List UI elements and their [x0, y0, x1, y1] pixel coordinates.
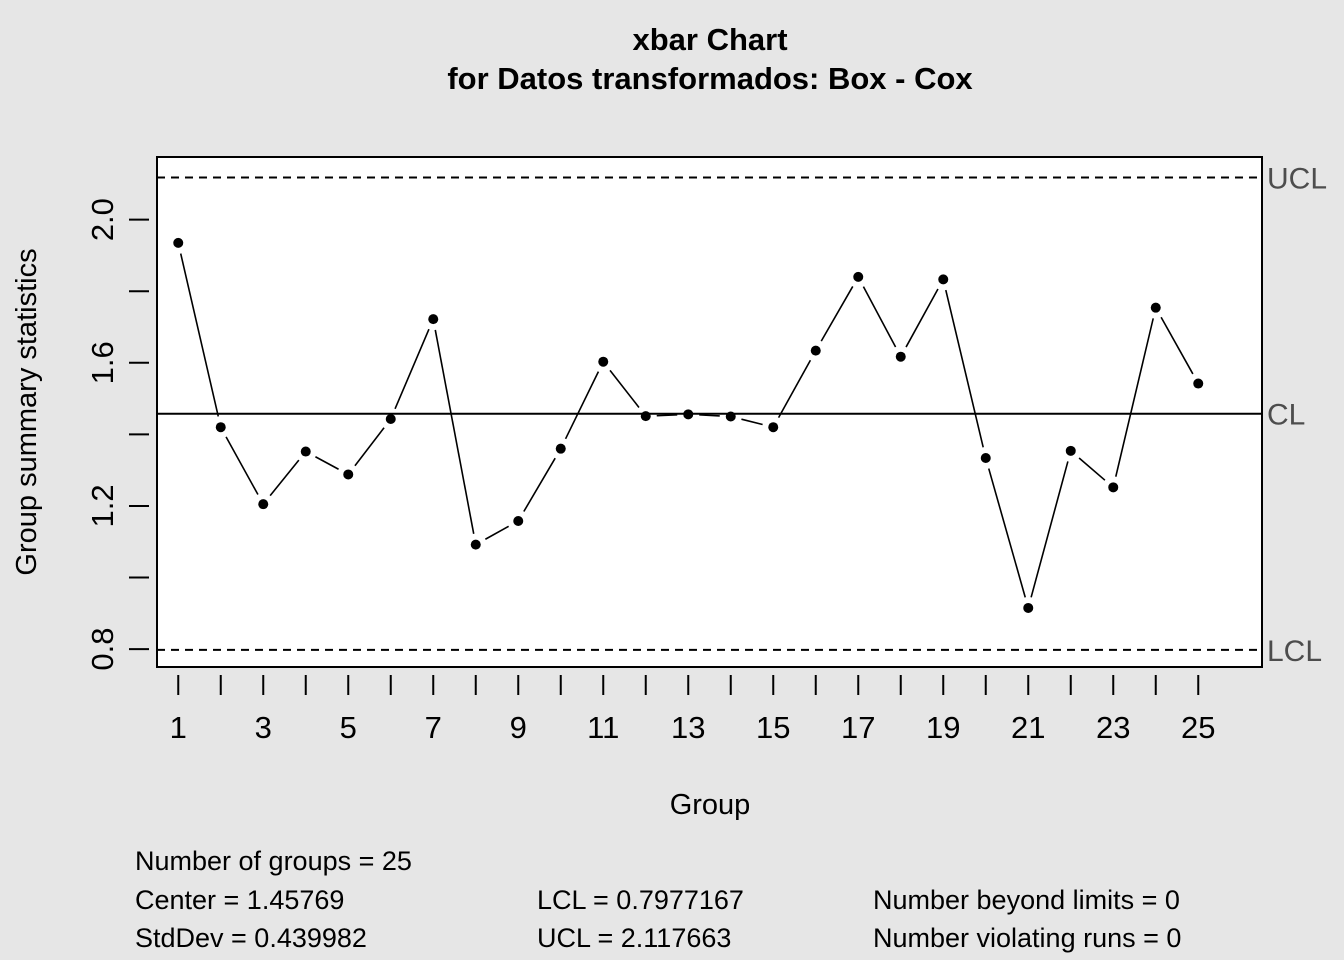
x-tick-label: 23 — [1096, 710, 1130, 745]
data-point — [173, 237, 184, 248]
lcl-label: LCL — [1267, 635, 1322, 668]
y-tick-label: 1.2 — [85, 484, 120, 527]
series-segment — [315, 456, 339, 470]
data-point — [980, 452, 991, 463]
stat-stddev: StdDev = 0.439982 — [135, 923, 367, 953]
series-segment — [354, 427, 385, 467]
data-point — [725, 411, 736, 422]
x-axis: 1 3 5 7 9 11 13 15 17 19 21 23 25 — [170, 675, 1215, 745]
x-tick-label: 25 — [1181, 710, 1215, 745]
stat-beyond-limits: Number beyond limits = 0 — [873, 885, 1180, 915]
x-tick-label: 7 — [425, 710, 442, 745]
x-tick-label: 11 — [587, 710, 619, 745]
stat-number-of-groups: Number of groups = 25 — [135, 846, 412, 876]
y-axis-label: Group summary statistics — [11, 248, 43, 575]
data-point — [853, 271, 864, 282]
series-segment — [609, 369, 640, 408]
x-tick-label: 9 — [510, 710, 527, 745]
series-xbar — [173, 237, 1204, 613]
data-point — [513, 515, 524, 526]
stat-ucl: UCL = 2.117663 — [537, 923, 732, 953]
stat-center: Center = 1.45769 — [135, 885, 345, 915]
series-segment — [656, 413, 678, 417]
series-segment — [862, 286, 897, 348]
y-tick-label: 0.8 — [85, 628, 120, 671]
data-point — [428, 314, 439, 325]
data-point — [598, 356, 609, 367]
data-point — [215, 422, 226, 433]
data-point — [1193, 378, 1204, 389]
series-segment — [179, 253, 220, 417]
series-segment — [484, 525, 510, 540]
series-segment — [434, 329, 475, 534]
ucl-label: UCL — [1267, 163, 1327, 196]
data-point — [1023, 602, 1034, 613]
x-tick-label: 17 — [841, 710, 875, 745]
data-point — [1108, 482, 1119, 493]
plot-area — [156, 156, 1263, 668]
series-segment — [987, 468, 1027, 598]
series-segment — [394, 328, 430, 410]
data-point — [258, 499, 269, 510]
data-point — [1065, 445, 1076, 456]
x-axis-label: Group — [670, 789, 751, 821]
x-tick-label: 1 — [170, 710, 187, 745]
chart-subtitle: for Datos transformados: Box - Cox — [447, 61, 973, 96]
series-segment — [820, 286, 854, 342]
data-point — [555, 443, 566, 454]
series-segment — [523, 457, 556, 512]
x-tick-label: 13 — [671, 710, 705, 745]
data-point — [810, 345, 821, 356]
cl-label: CL — [1267, 399, 1305, 432]
data-point — [300, 446, 311, 457]
series-segment — [269, 459, 300, 497]
data-point — [938, 274, 949, 285]
series-segment — [564, 371, 600, 440]
x-tick-label: 5 — [340, 710, 357, 745]
data-point — [1150, 302, 1161, 313]
data-point — [470, 539, 481, 550]
series-segment — [225, 436, 259, 495]
data-point — [683, 409, 694, 420]
data-point — [768, 422, 779, 433]
series-segment — [1115, 318, 1154, 477]
x-tick-label: 3 — [255, 710, 272, 745]
x-tick-label: 21 — [1011, 710, 1045, 745]
data-point — [640, 411, 651, 422]
stat-lcl: LCL = 0.7977167 — [537, 885, 744, 915]
series-segment — [945, 289, 984, 448]
chart-title: xbar Chart — [632, 22, 787, 57]
series-segment — [1030, 461, 1069, 598]
stat-violating-runs: Number violating runs = 0 — [873, 923, 1182, 953]
y-tick-label: 2.0 — [85, 198, 120, 241]
series-segment — [1160, 316, 1194, 375]
x-tick-label: 19 — [926, 710, 960, 745]
series-segment — [741, 418, 763, 426]
y-axis: 0.8 1.2 1.6 2.0 — [85, 198, 149, 671]
data-point — [895, 351, 906, 362]
data-point — [343, 469, 354, 480]
data-point — [385, 413, 396, 424]
series-segment — [699, 414, 720, 417]
series-segment — [905, 288, 939, 348]
series-segment — [1078, 457, 1106, 481]
y-tick-label: 1.6 — [85, 341, 120, 384]
series-segment — [777, 359, 812, 418]
x-tick-label: 15 — [756, 710, 790, 745]
